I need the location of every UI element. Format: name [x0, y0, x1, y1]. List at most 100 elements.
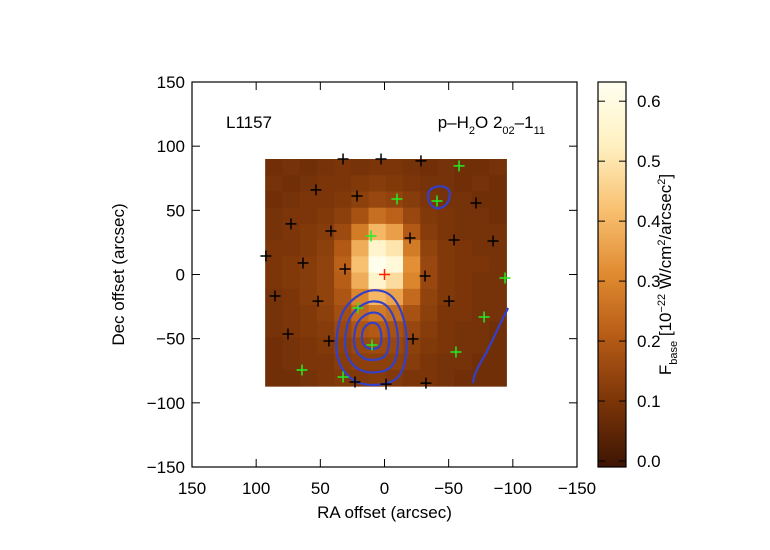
- image-pixel: [282, 305, 301, 322]
- x-tick-label: 150: [178, 479, 206, 498]
- image-pixel: [489, 256, 507, 274]
- image-pixel: [403, 369, 421, 387]
- image-pixel: [282, 240, 301, 257]
- text-part: p–H: [438, 113, 469, 132]
- colorbar-tick-label: 0.0: [637, 452, 661, 471]
- image-pixel: [471, 337, 490, 355]
- image-pixel: [368, 159, 387, 176]
- text-part: F: [656, 365, 675, 375]
- image-pixel: [316, 369, 335, 387]
- image-pixel: [454, 159, 473, 176]
- image-pixel: [368, 369, 387, 387]
- cross-marker: [407, 333, 419, 345]
- image-pixel: [471, 207, 490, 225]
- image-pixel: [420, 272, 438, 290]
- image-pixel: [385, 256, 404, 274]
- image-pixel: [299, 305, 318, 322]
- cross-marker: [337, 371, 349, 383]
- cross-marker: [312, 295, 324, 307]
- image-pixel: [316, 256, 335, 274]
- colorbar-tick-label: 0.3: [637, 272, 661, 291]
- contour: [426, 185, 451, 210]
- image-pixel: [471, 223, 490, 241]
- y-tick-label: 150: [157, 73, 185, 92]
- image-pixel: [489, 288, 507, 306]
- image-pixel: [385, 223, 404, 241]
- image-pixel: [299, 191, 318, 209]
- cross-marker: [478, 311, 490, 323]
- cross-marker: [453, 160, 465, 172]
- image-pixel: [316, 288, 335, 306]
- image-pixel: [316, 272, 335, 290]
- image-pixel: [334, 256, 352, 274]
- image-pixel: [403, 191, 421, 209]
- image-pixel: [385, 159, 404, 176]
- image-pixel: [299, 159, 318, 176]
- image-pixel: [489, 272, 507, 290]
- x-tick-label: −150: [558, 479, 596, 498]
- image-pixel: [471, 159, 490, 176]
- image-pixel: [299, 321, 318, 338]
- image-pixel: [282, 207, 301, 225]
- contour: [343, 300, 400, 374]
- image-pixel: [351, 272, 370, 290]
- cross-marker: [282, 328, 294, 340]
- cross-marker: [351, 190, 363, 202]
- image-pixel: [299, 207, 318, 225]
- cross-marker: [260, 250, 272, 262]
- colorbar-tick-label: 0.2: [637, 332, 661, 351]
- image-pixel: [282, 321, 301, 338]
- image-pixel: [316, 207, 335, 225]
- image-pixel: [299, 223, 318, 241]
- text-part: L1157: [226, 113, 272, 132]
- x-tick-label: −50: [434, 479, 463, 498]
- image-pixel: [316, 175, 335, 192]
- image-pixel: [334, 207, 352, 225]
- cross-marker: [339, 263, 351, 275]
- image-pixel: [420, 159, 438, 176]
- image-pixel: [437, 353, 456, 371]
- image-pixel: [454, 256, 473, 274]
- image-pixel: [265, 353, 283, 371]
- cross-marker: [310, 184, 322, 196]
- image-pixel: [403, 159, 421, 176]
- image-pixel: [265, 240, 283, 257]
- image-pixel: [368, 337, 387, 355]
- image-pixel: [471, 256, 490, 274]
- image-pixel: [454, 240, 473, 257]
- image-pixel: [454, 353, 473, 371]
- image-pixel: [299, 337, 318, 355]
- image-pixel: [437, 256, 456, 274]
- image-pixel: [265, 272, 283, 290]
- image-pixel: [489, 337, 507, 355]
- image-pixel: [489, 369, 507, 387]
- image-pixel: [282, 337, 301, 355]
- image-pixel: [316, 321, 335, 338]
- image-pixel: [489, 175, 507, 192]
- text-part: 2: [656, 179, 668, 185]
- text-part: −22: [656, 294, 668, 313]
- image-pixel: [265, 159, 283, 176]
- image-pixel: [282, 191, 301, 209]
- annotation: L1157: [226, 113, 272, 132]
- y-axis-label: Dec offset (arcsec): [109, 203, 128, 345]
- image-pixel: [420, 240, 438, 257]
- y-tick-label: −150: [147, 458, 185, 477]
- image-pixel: [437, 240, 456, 257]
- text-part: base: [668, 341, 680, 365]
- cross-marker: [325, 225, 337, 237]
- cross-marker: [391, 193, 403, 205]
- image-pixel: [420, 175, 438, 192]
- x-tick-label: 50: [311, 479, 330, 498]
- image-pixel: [420, 369, 438, 387]
- image-pixel: [385, 207, 404, 225]
- image-pixel: [334, 288, 352, 306]
- y-tick-label: −100: [147, 394, 185, 413]
- image-pixel: [299, 288, 318, 306]
- colorbar-label: Fbase [10−22 W/cm2/arcsec2]: [656, 174, 680, 375]
- annotation: p–H2O 202–111: [438, 113, 545, 137]
- image-pixel: [265, 207, 283, 225]
- image-pixel: [420, 353, 438, 371]
- image-pixel: [420, 305, 438, 322]
